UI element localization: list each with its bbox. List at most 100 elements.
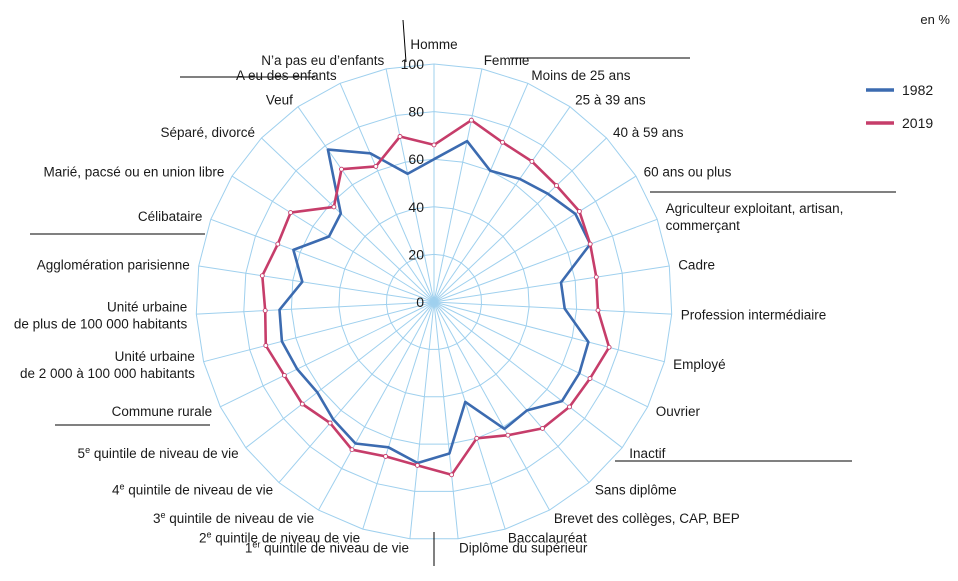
category-label: 2e quintile de niveau de vie bbox=[199, 530, 360, 546]
data-point-2019 bbox=[263, 343, 269, 348]
category-label: Veuf bbox=[266, 92, 293, 107]
data-point-2019 bbox=[468, 117, 474, 123]
grid-spoke bbox=[433, 83, 529, 303]
data-point-2019 bbox=[288, 210, 294, 216]
data-point-2019 bbox=[554, 183, 559, 189]
category-label: Célibataire bbox=[138, 209, 203, 224]
data-point-2019 bbox=[259, 273, 265, 279]
data-point-2019 bbox=[606, 344, 612, 350]
grid-spoke bbox=[362, 301, 435, 530]
radial-tick-label: 100 bbox=[401, 56, 425, 72]
grid-spoke bbox=[231, 175, 435, 303]
category-label: Inactif bbox=[629, 446, 665, 461]
category-label: A eu des enfants bbox=[236, 68, 337, 83]
grid-spoke bbox=[196, 301, 435, 315]
data-point-2019 bbox=[474, 435, 480, 441]
category-label: 3e quintile de niveau de vie bbox=[153, 510, 314, 526]
grid-spoke bbox=[433, 175, 637, 303]
data-point-2019 bbox=[299, 401, 305, 407]
grid-spoke bbox=[210, 218, 435, 303]
grid-spoke bbox=[433, 68, 483, 303]
radar-grid bbox=[195, 63, 673, 540]
category-label: Brevet des collèges, CAP, BEP bbox=[554, 511, 740, 526]
category-label: 60 ans ou plus bbox=[644, 164, 732, 179]
radial-tick-label: 0 bbox=[416, 294, 424, 310]
grid-ring bbox=[290, 158, 578, 445]
data-point-2019 bbox=[567, 404, 572, 410]
grid-spoke bbox=[220, 301, 435, 408]
grid-spoke bbox=[297, 106, 435, 303]
data-point-2019 bbox=[397, 134, 403, 139]
radial-tick-label: 60 bbox=[408, 151, 424, 167]
data-point-2019 bbox=[540, 425, 545, 431]
series-line-2019 bbox=[260, 118, 611, 477]
category-label: Homme bbox=[410, 37, 457, 52]
category-label: 1er quintile de niveau de vie bbox=[245, 540, 409, 556]
data-point-2019 bbox=[587, 241, 593, 247]
data-point-2019 bbox=[529, 158, 535, 164]
grid-spoke bbox=[433, 301, 623, 449]
category-label: Marié, pacsé ou en union libre bbox=[44, 164, 225, 179]
grid-spoke bbox=[385, 68, 435, 303]
radial-tick-label: 20 bbox=[408, 246, 424, 262]
data-point-2019 bbox=[595, 307, 601, 313]
category-label: Ouvrier bbox=[656, 404, 701, 419]
grid-ring bbox=[385, 253, 483, 350]
category-label: Agriculteur exploitant, artisan, commerça… bbox=[666, 201, 844, 233]
data-point-2019 bbox=[383, 453, 389, 459]
category-label: Baccalauréat bbox=[508, 531, 587, 546]
grid-spoke bbox=[198, 265, 435, 303]
grid-spoke bbox=[318, 301, 435, 511]
data-point-2019 bbox=[275, 241, 281, 247]
category-label: 40 à 59 ans bbox=[613, 125, 684, 140]
category-label: Agglomération parisienne bbox=[37, 258, 190, 273]
data-point-2019 bbox=[576, 208, 582, 214]
grid-ring bbox=[338, 206, 530, 398]
data-point-2019 bbox=[327, 420, 333, 426]
category-label: N’a pas eu d’enfants bbox=[261, 53, 384, 68]
data-point-2019 bbox=[373, 163, 379, 169]
category-label: Unité urbaine de plus de 100 000 habitant… bbox=[14, 300, 188, 332]
category-label: 25 à 39 ans bbox=[575, 92, 646, 107]
radial-tick-label: 80 bbox=[408, 104, 424, 120]
category-label: Sans diplôme bbox=[595, 482, 677, 497]
category-label: Femme bbox=[484, 53, 530, 68]
series-line-1982 bbox=[278, 139, 592, 465]
category-label: 5e quintile de niveau de vie bbox=[78, 445, 239, 461]
grid-spoke bbox=[203, 301, 435, 363]
grid-spoke bbox=[339, 83, 435, 303]
data-point-2019 bbox=[587, 376, 593, 381]
data-point-2019 bbox=[262, 308, 268, 314]
data-point-2019 bbox=[339, 166, 344, 172]
data-point-2019 bbox=[500, 139, 505, 145]
grid-spoke bbox=[433, 301, 590, 483]
category-label: Profession intermédiaire bbox=[681, 308, 827, 323]
grid-spoke bbox=[245, 301, 435, 449]
radial-tick-label: 40 bbox=[408, 199, 424, 215]
grid-spoke bbox=[433, 301, 648, 408]
grid-spoke bbox=[278, 301, 435, 483]
category-label: Moins de 25 ans bbox=[531, 68, 630, 83]
data-point-2019 bbox=[593, 274, 599, 280]
data-point-2019 bbox=[331, 204, 337, 210]
legend-label: 2019 bbox=[902, 115, 933, 131]
data-point-2019 bbox=[349, 447, 355, 453]
category-label: Séparé, divorcé bbox=[160, 125, 255, 140]
category-label: Employé bbox=[673, 357, 726, 372]
grid-spoke bbox=[433, 265, 670, 303]
category-label: Unité urbaine de 2 000 à 100 000 habitant… bbox=[20, 349, 195, 381]
grid-spoke bbox=[433, 218, 658, 303]
grid-spoke bbox=[433, 301, 506, 530]
category-label: 4e quintile de niveau de vie bbox=[112, 481, 273, 497]
group-separator bbox=[402, 19, 407, 63]
data-point-2019 bbox=[431, 142, 437, 148]
grid-spoke bbox=[433, 301, 672, 315]
grid-spoke bbox=[261, 137, 435, 303]
unit-label: en % bbox=[920, 12, 950, 27]
data-point-2019 bbox=[281, 372, 287, 378]
data-point-2019 bbox=[505, 432, 511, 438]
grid-spoke bbox=[433, 106, 571, 303]
